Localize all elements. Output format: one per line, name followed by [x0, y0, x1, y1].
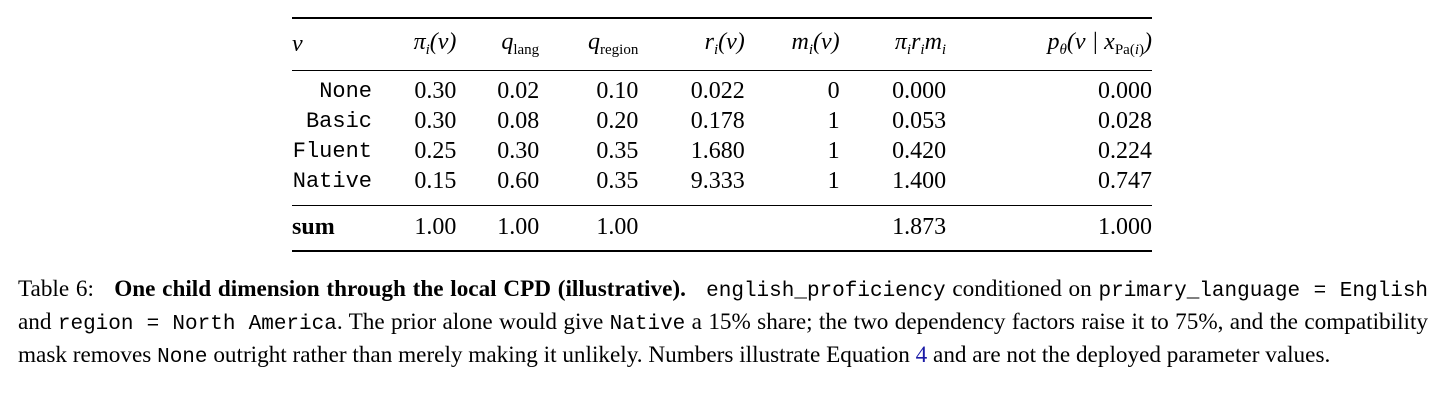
cell-p: 0.000 [1098, 78, 1152, 104]
table-header-row: v πi(v) qlang qregion ri(v) mi(v) πirimi… [292, 18, 1152, 70]
cell-product: 1.400 [892, 168, 947, 194]
header-product: πirimi [894, 29, 947, 59]
table-caption: Table 6: One child dimension through the… [18, 274, 1428, 373]
cell-p: 0.028 [1098, 108, 1152, 134]
table-row: Native 0.15 0.60 0.35 9.333 1 1.400 0.74… [292, 167, 1152, 206]
caption-text: and are not the deployed parameter value… [927, 342, 1331, 368]
cell-p: 0.747 [1098, 168, 1152, 194]
cell-m: 1 [827, 168, 840, 194]
caption-text: outright rather than merely making it un… [207, 342, 916, 368]
caption-text: conditioned on [945, 276, 1099, 302]
header-p-theta: pθ(v | xPa(i)) [1047, 29, 1152, 59]
cell-v: Basic [305, 109, 372, 134]
table-row: Basic 0.30 0.08 0.20 0.178 1 0.053 0.028 [292, 107, 1152, 137]
caption-text: a 15% share; the two dependency factors … [18, 309, 1428, 368]
cell-q-region: 0.35 [596, 138, 639, 164]
cell-p: 0.224 [1098, 138, 1152, 164]
cell-q-region: 0.10 [596, 78, 639, 104]
caption-lead: One child dimension through the local CP… [114, 276, 686, 302]
cell-q-region: 0.20 [596, 108, 639, 134]
cell-v: Native [292, 169, 372, 194]
cell-product: 0.420 [892, 138, 947, 164]
cell-r: 0.178 [690, 108, 745, 134]
header-pi: πi(v) [413, 29, 457, 59]
header-q-region: qregion [588, 29, 639, 59]
cpd-table-container: v πi(v) qlang qregion ri(v) mi(v) πirimi… [292, 17, 1152, 252]
caption-parent-language: primary_language = English [1098, 280, 1429, 303]
cell-sum-r [638, 205, 744, 251]
caption-label: Table 6: [18, 276, 94, 302]
table-sum-row: sum 1.00 1.00 1.00 1.873 1.000 [292, 205, 1152, 251]
cell-product: 0.000 [892, 78, 947, 104]
header-r: ri(v) [704, 29, 745, 59]
caption-variable: english_proficiency [706, 280, 946, 303]
caption-value-none: None [157, 346, 208, 369]
cell-q-lang: 0.02 [497, 78, 540, 104]
cell-r: 0.022 [690, 78, 745, 104]
cell-q-region: 0.35 [596, 168, 639, 194]
cell-sum-m [745, 205, 840, 251]
cell-sum-q-lang: 1.00 [497, 214, 540, 240]
cell-sum-pi: 1.00 [414, 214, 457, 240]
cell-m: 0 [827, 78, 840, 104]
cell-m: 1 [827, 108, 840, 134]
cell-pi: 0.30 [414, 108, 457, 134]
cell-sum-label: sum [292, 214, 335, 240]
header-q-lang: qlang [501, 29, 540, 59]
caption-value-native: Native [609, 313, 686, 336]
table-row: Fluent 0.25 0.30 0.35 1.680 1 0.420 0.22… [292, 137, 1152, 167]
cell-m: 1 [827, 138, 840, 164]
equation-ref-link[interactable]: 4 [915, 342, 928, 368]
cell-q-lang: 0.30 [497, 138, 540, 164]
cell-r: 9.333 [690, 168, 745, 194]
cell-pi: 0.25 [414, 138, 457, 164]
caption-parent-region: region = North America [57, 313, 337, 336]
caption-text: . The prior alone would give [336, 309, 610, 335]
cell-sum-product: 1.873 [892, 214, 947, 240]
cell-pi: 0.30 [414, 78, 457, 104]
cell-sum-p: 1.000 [1098, 214, 1152, 240]
header-v: v [292, 30, 303, 57]
cell-q-lang: 0.60 [497, 168, 540, 194]
caption-text: and [18, 309, 58, 335]
table-row: None 0.30 0.02 0.10 0.022 0 0.000 0.000 [292, 70, 1152, 107]
header-m: mi(v) [791, 29, 840, 59]
cell-product: 0.053 [892, 108, 947, 134]
cell-sum-q-region: 1.00 [596, 214, 639, 240]
cell-v: Fluent [292, 139, 372, 164]
cell-pi: 0.15 [414, 168, 457, 194]
cpd-table: v πi(v) qlang qregion ri(v) mi(v) πirimi… [292, 17, 1152, 252]
cell-v: None [319, 79, 372, 104]
cell-q-lang: 0.08 [497, 108, 540, 134]
cell-r: 1.680 [690, 138, 745, 164]
